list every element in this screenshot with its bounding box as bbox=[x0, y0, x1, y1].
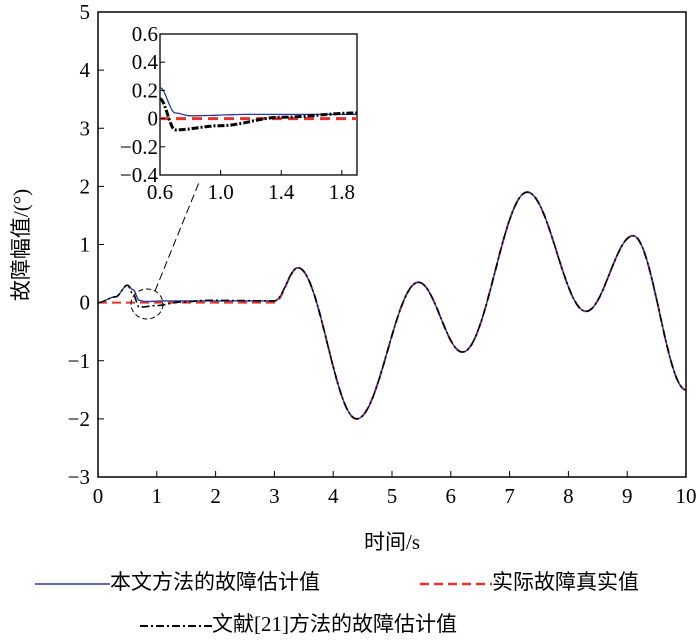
chart-svg: 0 1 2 3 4 5 6 7 8 9 10 −3 −2 −1 0 1 2 3 4 5 时间/s 故障幅值/(°) 0.6 1… bbox=[9, 0, 697, 554]
legend-line-black bbox=[140, 625, 212, 628]
y-tick-label: 2 bbox=[80, 174, 91, 198]
inset-y-tick-label: −0.4 bbox=[120, 163, 159, 187]
inset-series-2-line bbox=[160, 97, 357, 132]
x-tick-label: 1 bbox=[152, 484, 163, 508]
series-0-line bbox=[98, 191, 686, 420]
x-tick-label: 4 bbox=[328, 484, 339, 508]
inset-x-tick-label: 0.6 bbox=[147, 180, 173, 204]
y-tick-label: −1 bbox=[68, 349, 90, 373]
legend-label: 本文方法的故障估计值 bbox=[110, 570, 320, 594]
x-tick-label: 9 bbox=[622, 484, 633, 508]
x-tick-label: 0 bbox=[93, 484, 104, 508]
legend-label: 文献[21]方法的故障估计值 bbox=[212, 612, 457, 636]
y-tick-label: 0 bbox=[80, 291, 91, 315]
inset-plot-area bbox=[159, 33, 358, 176]
legend-line-red bbox=[420, 582, 492, 586]
y-tick-label: 3 bbox=[80, 116, 91, 140]
legend-line-blue bbox=[35, 583, 110, 585]
x-tick-label: 10 bbox=[676, 484, 697, 508]
inset-y-tick-label: −0.2 bbox=[120, 135, 158, 159]
inset-x-tick-label: 1.8 bbox=[329, 180, 355, 204]
x-tick-label: 2 bbox=[210, 484, 221, 508]
x-tick-label: 5 bbox=[387, 484, 398, 508]
y-axis-label: 故障幅值/(°) bbox=[9, 189, 33, 301]
x-axis-label: 时间/s bbox=[364, 530, 420, 554]
legend-item-ref21: 文献[21]方法的故障估计值 bbox=[140, 608, 457, 638]
series-2-line bbox=[98, 191, 686, 420]
y-tick-label: −2 bbox=[68, 407, 90, 431]
inset-y-tick-label: 0.2 bbox=[132, 78, 158, 102]
y-tick-label: 4 bbox=[80, 58, 91, 82]
inset-x-tick-label: 1.0 bbox=[207, 180, 233, 204]
zoom-connector bbox=[154, 179, 201, 292]
x-tick-label: 3 bbox=[269, 484, 280, 508]
inset-x-tick-label: 1.4 bbox=[268, 180, 295, 204]
zoom-circle bbox=[130, 288, 164, 320]
x-tick-label: 6 bbox=[446, 484, 457, 508]
inset-y-tick-label: 0.4 bbox=[132, 50, 159, 74]
x-tick-label: 7 bbox=[504, 484, 515, 508]
inset-chart: 0.6 1.0 1.4 1.8 −0.4 −0.2 0 0.2 0.4 0.6 bbox=[120, 22, 358, 204]
inset-y-tick-label: 0.6 bbox=[132, 22, 158, 46]
legend-label: 实际故障真实值 bbox=[492, 570, 639, 594]
y-tick-label: 5 bbox=[80, 0, 91, 24]
y-tick-label: 1 bbox=[80, 233, 91, 257]
y-tick-label: −3 bbox=[68, 465, 90, 489]
series-1-line bbox=[98, 191, 686, 420]
legend-item-actual: 实际故障真实值 bbox=[420, 566, 639, 596]
legend-item-proposed: 本文方法的故障估计值 bbox=[35, 566, 320, 596]
inset-y-tick-label: 0 bbox=[148, 107, 159, 131]
x-tick-label: 8 bbox=[563, 484, 574, 508]
